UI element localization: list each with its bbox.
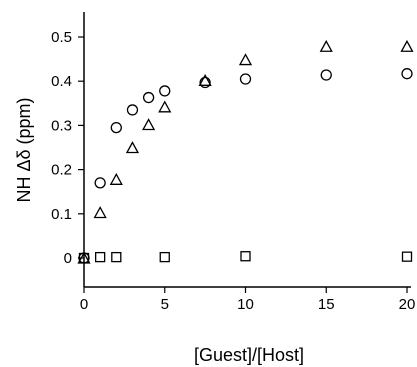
x-tick-label: 20 <box>399 296 416 313</box>
axes <box>83 12 411 288</box>
triangle-point <box>238 53 253 66</box>
x-tick-label: 5 <box>161 296 169 313</box>
square-point <box>95 251 106 263</box>
triangle-point <box>142 118 156 131</box>
triangle-point <box>319 39 333 52</box>
x-axis-label: [Guest]/[Host] <box>194 345 304 365</box>
square-point <box>159 251 170 263</box>
square-point <box>401 251 413 262</box>
x-axis-ticks: 0 5 10 15 20 <box>80 287 416 313</box>
triangle-point <box>400 39 414 52</box>
square-point <box>111 251 122 263</box>
circle-point <box>110 121 122 134</box>
circle-point <box>159 85 171 97</box>
y-axis-ticks: 0 0.1 0.2 0.3 0.4 0.5 <box>51 29 84 267</box>
y-tick-label: 0.2 <box>51 162 72 179</box>
y-tick-label: 0.4 <box>51 73 72 90</box>
triangle-point <box>93 206 107 219</box>
y-tick-label: 0 <box>64 250 72 267</box>
y-axis-label: NH Δδ (ppm) <box>14 97 34 202</box>
y-tick-label: 0.5 <box>51 29 72 46</box>
triangle-point <box>109 172 123 185</box>
square-point <box>240 251 251 262</box>
x-tick-label: 10 <box>237 296 254 313</box>
circle-point <box>239 73 252 85</box>
x-tick-label: 15 <box>318 296 335 313</box>
circle-point <box>320 69 332 81</box>
circle-point <box>142 91 155 104</box>
square-point <box>78 252 90 264</box>
circle-point <box>94 177 106 189</box>
triangle-point <box>125 141 140 154</box>
x-tick-label: 0 <box>80 296 88 313</box>
circle-point <box>126 104 139 116</box>
circle-point <box>401 68 413 80</box>
y-tick-label: 0.3 <box>51 117 72 134</box>
y-tick-label: 0.1 <box>51 206 72 223</box>
triangle-point <box>158 100 172 113</box>
data-points <box>77 39 414 264</box>
circle-point <box>199 76 211 89</box>
triangle-point <box>198 73 212 86</box>
